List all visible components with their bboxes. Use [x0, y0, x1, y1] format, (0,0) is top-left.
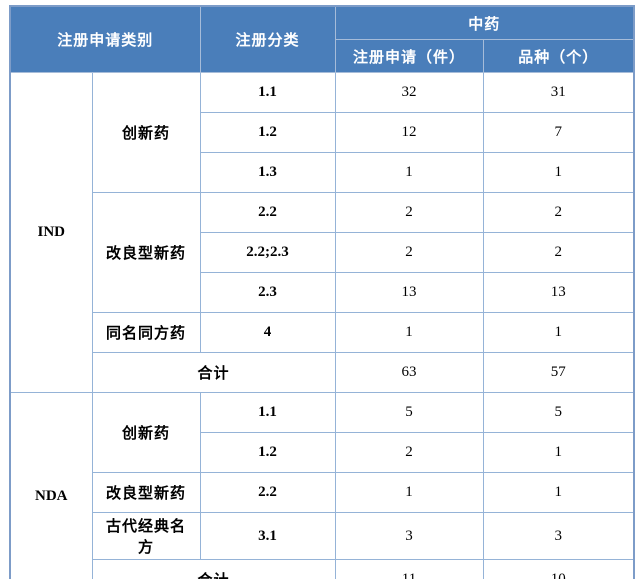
- table-body: IND 创新药 1.1 32 31 1.2 12 7 1.3 1 1 改良型新药…: [9, 72, 635, 579]
- applications-cell: 5: [334, 392, 484, 433]
- applications-cell: 1: [334, 312, 484, 353]
- classification-cell: 3.1: [199, 512, 336, 560]
- classification-cell: 1.1: [199, 72, 336, 113]
- subtotal-row: 合计 11 10: [10, 559, 635, 579]
- classification-cell: 1.2: [199, 432, 336, 473]
- header-varieties: 品种（个）: [482, 39, 635, 73]
- varieties-cell: 7: [482, 112, 635, 153]
- table-row: 古代经典名方 3.1 3 3: [10, 512, 635, 560]
- header-row-2: 注册申请（件） 品种（个）: [10, 39, 635, 73]
- classification-cell: 1.1: [199, 392, 336, 433]
- subtotal-label: 合计: [91, 559, 336, 579]
- applications-cell: 32: [334, 72, 484, 113]
- table-header: 注册申请类别 注册分类 中药 注册申请（件） 品种（个）: [9, 5, 635, 73]
- group-cell: 改良型新药: [91, 472, 201, 513]
- varieties-cell: 10: [482, 559, 635, 579]
- table-row: 2.2;2.3 2 2: [10, 232, 635, 273]
- varieties-cell: 3: [482, 512, 635, 560]
- classification-cell: 2.2: [199, 192, 336, 233]
- varieties-cell: 1: [482, 472, 635, 513]
- varieties-cell: 1: [482, 312, 635, 353]
- varieties-cell: 57: [482, 352, 635, 393]
- applications-cell: 2: [334, 432, 484, 473]
- classification-cell: 2.2;2.3: [199, 232, 336, 273]
- table-row: 改良型新药 2.2 1 1: [10, 472, 635, 513]
- applications-cell: 2: [334, 192, 484, 233]
- header-category: 注册申请类别: [9, 5, 201, 73]
- category-cell-nda: NDA: [9, 392, 93, 579]
- subtotal-row: 合计 63 57: [10, 352, 635, 393]
- header-classification: 注册分类: [199, 5, 336, 73]
- applications-cell: 13: [334, 272, 484, 313]
- varieties-cell: 1: [482, 152, 635, 193]
- table-row: 1.3 1 1: [10, 152, 635, 193]
- classification-cell: 4: [199, 312, 336, 353]
- applications-cell: 2: [334, 232, 484, 273]
- varieties-cell: 13: [482, 272, 635, 313]
- registration-table: 注册申请类别 注册分类 中药 注册申请（件） 品种（个） IND 创新药 1.1…: [9, 5, 636, 579]
- subtotal-label: 合计: [91, 352, 336, 393]
- varieties-cell: 2: [482, 232, 635, 273]
- table-row: IND 创新药 1.1 32 31: [9, 72, 635, 393]
- varieties-cell: 5: [482, 392, 635, 433]
- table-row: 改良型新药 2.2 2 2: [10, 192, 635, 313]
- group-cell: 古代经典名方: [91, 512, 201, 560]
- applications-cell: 1: [334, 472, 484, 513]
- varieties-cell: 1: [482, 432, 635, 473]
- varieties-cell: 2: [482, 192, 635, 233]
- group-cell: 创新药: [91, 392, 201, 473]
- classification-cell: 2.3: [199, 272, 336, 313]
- group-cell: 改良型新药: [91, 192, 201, 313]
- applications-cell: 63: [334, 352, 484, 393]
- group-cell: 创新药: [91, 72, 201, 193]
- applications-cell: 11: [334, 559, 484, 579]
- group-cell: 同名同方药: [91, 312, 201, 353]
- table-row: NDA 创新药 1.1 5 5: [9, 392, 635, 579]
- classification-cell: 1.3: [199, 152, 336, 193]
- header-applications: 注册申请（件）: [334, 39, 484, 73]
- varieties-cell: 31: [482, 72, 635, 113]
- classification-cell: 1.2: [199, 112, 336, 153]
- category-cell-ind: IND: [9, 72, 93, 393]
- table-row: 同名同方药 4 1 1: [10, 312, 635, 353]
- header-row-1: 注册申请类别 注册分类 中药: [9, 5, 635, 73]
- table-row: 2.3 13 13: [10, 272, 635, 313]
- classification-cell: 2.2: [199, 472, 336, 513]
- table-row: 1.2 12 7: [10, 112, 635, 153]
- header-group-tcm: 中药: [334, 5, 635, 40]
- applications-cell: 1: [334, 152, 484, 193]
- applications-cell: 12: [334, 112, 484, 153]
- applications-cell: 3: [334, 512, 484, 560]
